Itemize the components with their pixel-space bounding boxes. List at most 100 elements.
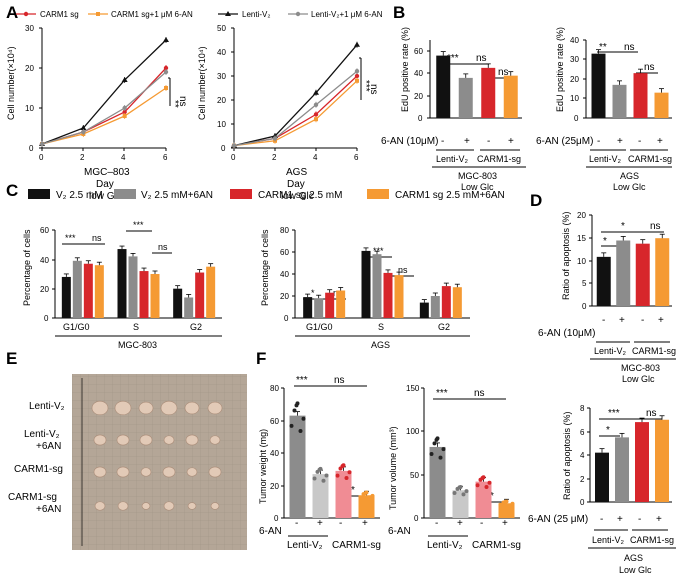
a-left-point xyxy=(122,109,127,115)
c-right-bar xyxy=(430,296,440,318)
a-left-xlabel-day: Day xyxy=(96,179,114,190)
f-right-data-point xyxy=(487,480,492,485)
panel-label-c: C xyxy=(6,181,18,200)
f-right-ytick: 150 xyxy=(406,384,420,393)
c-left-sig3: *** xyxy=(133,220,144,230)
f-right-group2: CARM1-sg xyxy=(472,540,521,551)
d-top-cond: Low Glc xyxy=(622,374,655,384)
legend-a-1: CARM1 sg xyxy=(40,10,79,19)
panel-c-bars xyxy=(61,245,462,318)
b-left-p1: + xyxy=(464,136,470,147)
a-left-xtick: 2 xyxy=(80,153,85,162)
d-bottom-ytick: 6 xyxy=(580,428,585,437)
d-bottom-m2: - xyxy=(638,514,641,525)
f-right-data-point xyxy=(480,475,485,480)
e-row3-label: CARM1-sg xyxy=(14,464,63,475)
tumor-image xyxy=(162,466,176,478)
a-left-sig1: ** xyxy=(169,100,180,108)
e-row1-label: Lenti-V₂ xyxy=(29,401,65,412)
b-left-bar xyxy=(481,67,496,118)
tumor-image xyxy=(141,502,151,510)
a-right-ytick: 30 xyxy=(217,72,226,81)
f-right-m2: - xyxy=(480,518,483,529)
panel-d-bars xyxy=(595,233,670,502)
a-left-series-line xyxy=(41,71,167,145)
tumor-images xyxy=(91,400,223,511)
b-left-m1: - xyxy=(441,136,444,147)
f-left-data-point xyxy=(344,475,349,480)
panel-d-top: 0 5 10 15 20 Ratio of apoptosis (%) * * … xyxy=(538,211,676,384)
tumor-image xyxy=(114,400,132,416)
tumor-image xyxy=(209,435,221,445)
c-left-bar xyxy=(117,249,127,318)
b-right-bar xyxy=(633,73,648,118)
legend-a-2: CARM1 sg+1 μM 6-AN xyxy=(111,10,193,19)
panel-label-e: E xyxy=(6,349,17,368)
f-right-data-point xyxy=(452,491,457,496)
a-left-xlabel-cond: low Glc xyxy=(89,191,122,202)
a-right-ytick: 0 xyxy=(221,144,226,153)
panel-f-bars xyxy=(289,401,515,518)
a-left-point xyxy=(164,86,168,90)
f-left-data-point xyxy=(347,470,352,475)
panel-label-f: F xyxy=(256,349,266,368)
c-right-cat: S xyxy=(378,322,384,332)
c-right-bar xyxy=(336,290,346,318)
f-right-ytick: 100 xyxy=(406,427,420,436)
f-left-m1: - xyxy=(295,518,298,529)
a-right-point xyxy=(231,143,237,148)
b-right-bar xyxy=(591,53,606,118)
d-bottom-bar xyxy=(615,437,629,502)
f-right-ytick: 0 xyxy=(414,514,419,523)
panel-f-right: 0 50 100 150 Tumor volume (mm³) *** ns *… xyxy=(388,384,521,551)
tumor-image xyxy=(185,434,199,446)
f-left-data-point xyxy=(358,495,363,500)
a-left-point xyxy=(163,69,169,75)
b-left-ytick: 20 xyxy=(414,92,423,101)
d-top-ylabel: Ratio of apoptosis (%) xyxy=(561,211,571,300)
d-top-group2: CARM1-sg xyxy=(632,346,676,356)
b-right-bar xyxy=(612,84,627,118)
a-left-xtick: 4 xyxy=(121,153,126,162)
c-left-cat: G1/G0 xyxy=(63,322,90,332)
f-left-bar xyxy=(312,474,329,518)
a-right-xlabel-day: Day xyxy=(287,179,305,190)
d-top-m2: - xyxy=(641,315,644,326)
b-right-bar xyxy=(654,92,669,118)
f-left-data-point xyxy=(370,493,375,498)
a-left-xtick: 0 xyxy=(39,153,44,162)
a-right-point xyxy=(354,69,360,74)
legend-c-3: CARM1 sg 2.5 mM xyxy=(258,190,342,201)
c-left-cat: G2 xyxy=(190,322,202,332)
c-left-cell: MGC-803 xyxy=(118,340,157,350)
d-bottom-sig2: * xyxy=(606,425,610,436)
c-right-cell: AGS xyxy=(371,340,390,350)
b-right-sig1: ** xyxy=(599,42,607,53)
b-left-group2: CARM1-sg xyxy=(477,154,521,164)
tumor-image xyxy=(139,434,153,446)
c-left-ytick: 0 xyxy=(44,314,49,323)
b-left-cond: Low Glc xyxy=(461,182,494,192)
tumor-image xyxy=(93,434,107,446)
c-right-bar xyxy=(372,254,382,318)
c-right-ytick: 0 xyxy=(284,314,289,323)
c-right-bar xyxy=(419,302,429,318)
tumor-photo-ruler-grid xyxy=(72,374,247,550)
f-right-sig3: * xyxy=(490,491,494,502)
f-left-group2: CARM1-sg xyxy=(332,540,381,551)
f-left-p1: + xyxy=(317,518,323,529)
f-left-data-point xyxy=(321,478,326,483)
c-right-bar xyxy=(303,297,313,318)
e-row4-label-a: CARM1-sg xyxy=(8,492,57,503)
f-left-data-point xyxy=(294,403,299,408)
d-top-ytick: 20 xyxy=(577,211,586,220)
c-left-bar xyxy=(94,265,104,318)
a-left-series-line xyxy=(41,39,167,145)
a-right-ytick: 40 xyxy=(217,48,226,57)
c-left-cat: S xyxy=(133,322,139,332)
b-right-group2: CARM1-sg xyxy=(628,154,672,164)
f-left-data-point xyxy=(317,467,322,472)
a-right-point xyxy=(354,41,360,47)
a-left-point xyxy=(122,105,127,111)
d-bottom-treat: 6-AN (25 μM) xyxy=(528,514,588,525)
